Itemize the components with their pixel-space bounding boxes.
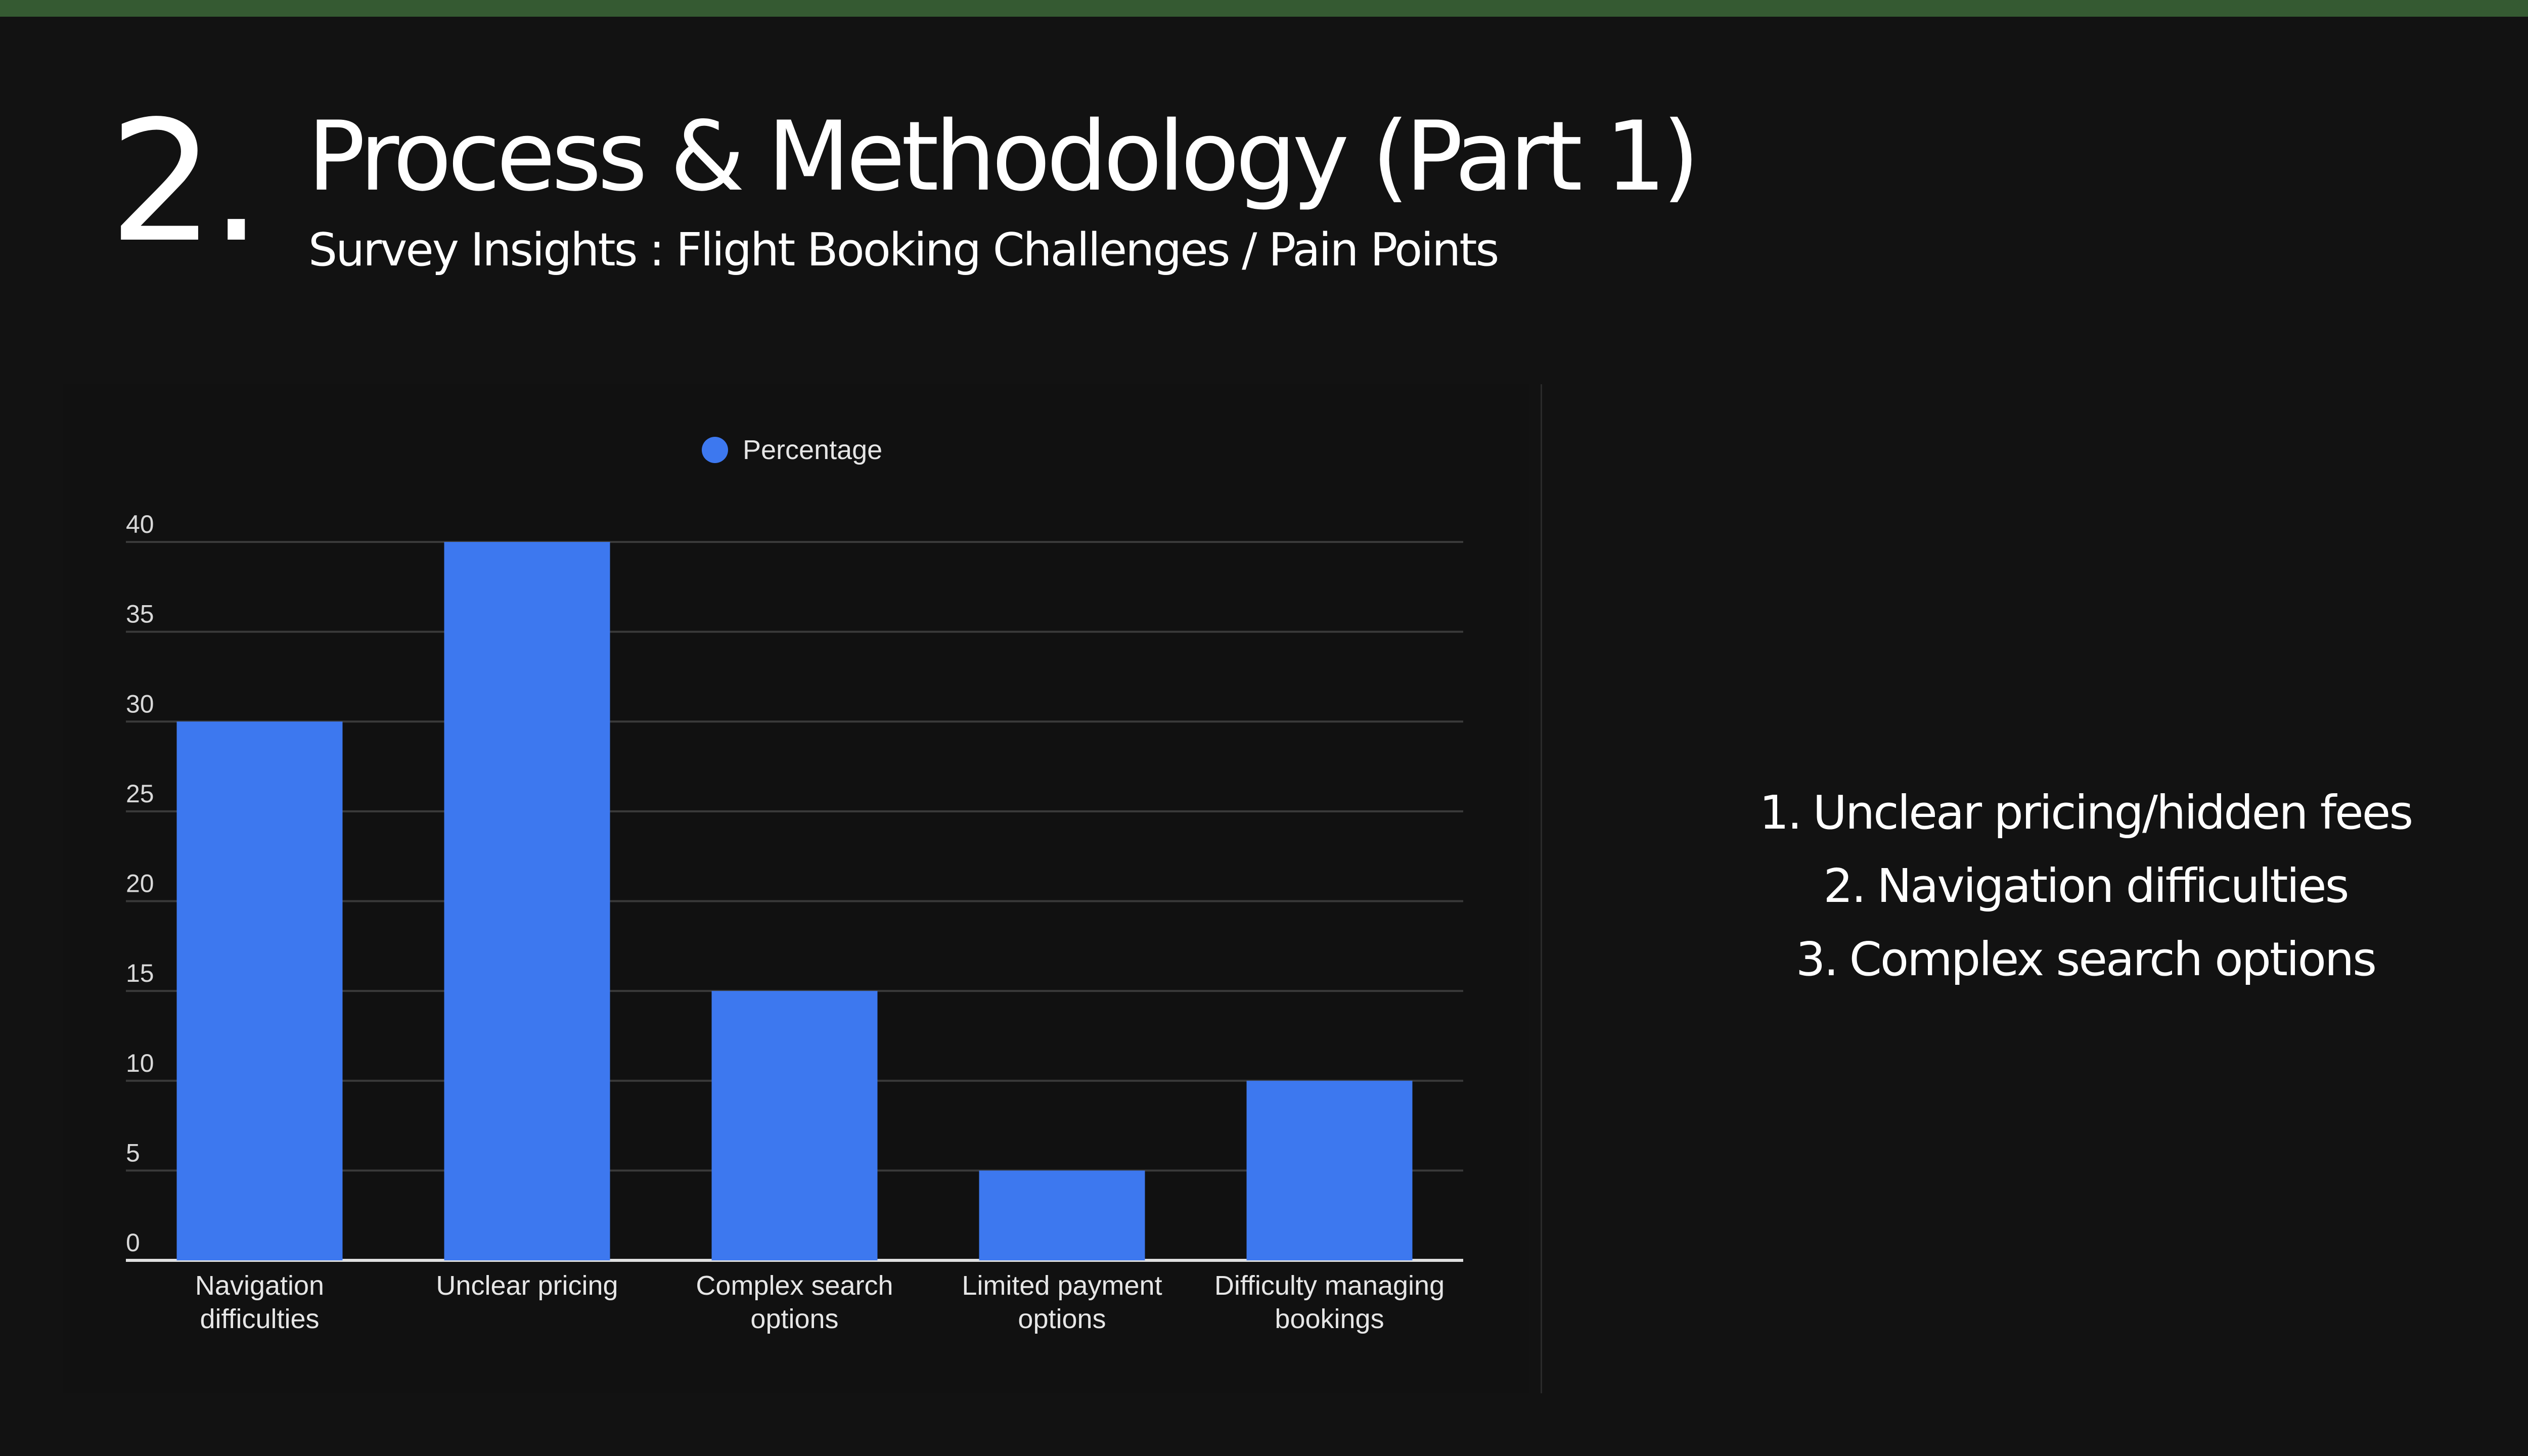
x-tick-label: Difficulty managing [1214, 1270, 1444, 1301]
y-tick-label: 25 [126, 780, 154, 808]
y-tick-label: 10 [126, 1049, 154, 1077]
x-tick-label: options [750, 1304, 838, 1334]
slide-subtitle: Survey Insights : Flight Booking Challen… [308, 223, 1499, 277]
ranking-item: 2. Navigation difficulties [1668, 849, 2503, 923]
y-tick-label: 15 [126, 959, 154, 987]
ranking-item: 3. Complex search options [1668, 923, 2503, 996]
x-tick-label: bookings [1275, 1304, 1384, 1334]
y-tick-label: 0 [126, 1228, 140, 1257]
ranking-number: 3. [1795, 932, 1839, 986]
y-tick-label: 20 [126, 870, 154, 898]
legend-swatch [702, 437, 728, 463]
x-tick-label: options [1018, 1304, 1106, 1334]
x-tick-label: Navigation [195, 1270, 324, 1301]
bar [1246, 1080, 1413, 1260]
bar [711, 991, 878, 1260]
bar [176, 721, 343, 1260]
y-tick-label: 40 [126, 510, 154, 538]
x-tick-label: Unclear pricing [436, 1270, 618, 1301]
vertical-divider [1541, 384, 1542, 1393]
x-tick-label: difficulties [200, 1304, 319, 1334]
y-tick-label: 30 [126, 690, 154, 718]
ranking-item: 1. Unclear pricing/hidden fees [1668, 776, 2503, 849]
ranking-number: 1. [1759, 786, 1802, 840]
ranking-number: 2. [1823, 859, 1866, 913]
y-tick-label: 35 [126, 600, 154, 628]
slide-title: Process & Methodology (Part 1) [307, 101, 1700, 212]
bar [979, 1170, 1145, 1260]
pain-point-ranking: 1. Unclear pricing/hidden fees 2. Navigati… [1668, 776, 2503, 996]
ranking-label: Navigation difficulties [1877, 859, 2349, 913]
bar [444, 542, 610, 1260]
y-tick-label: 5 [126, 1139, 140, 1167]
ranking-label: Unclear pricing/hidden fees [1813, 786, 2413, 840]
x-tick-label: Complex search [696, 1270, 893, 1301]
slide-number: 2. [109, 85, 263, 279]
legend-label: Percentage [743, 435, 882, 465]
ranking-label: Complex search options [1849, 932, 2377, 986]
x-tick-label: Limited payment [962, 1270, 1162, 1301]
top-accent-bar [0, 0, 2528, 17]
